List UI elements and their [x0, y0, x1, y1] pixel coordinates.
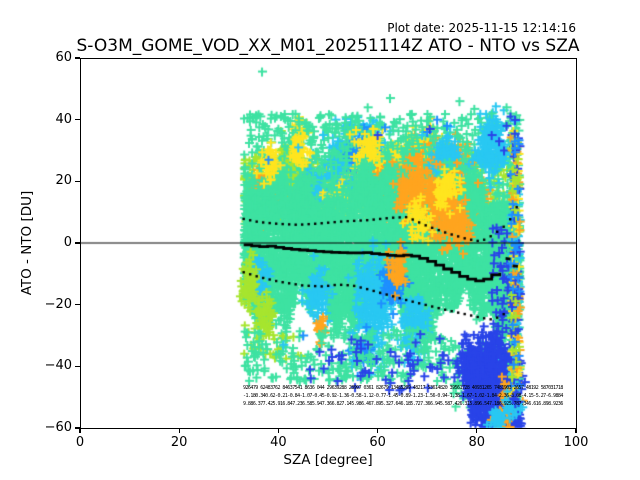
bin-statistics-row: 9.886.377.425.916.847.236.585.947.366.82…	[243, 401, 563, 407]
x-tick-mark	[575, 428, 577, 433]
y-tick-label: 40	[55, 111, 72, 127]
y-tick-mark	[75, 119, 80, 121]
x-tick-mark	[178, 428, 180, 433]
x-axis-label: SZA [degree]	[283, 452, 373, 468]
x-tick-label: 20	[170, 435, 188, 450]
y-tick-mark	[75, 242, 80, 244]
bin-statistics-row: 926479 62483762 84637541 8636 044 296392…	[243, 385, 563, 391]
y-tick-mark	[75, 304, 80, 306]
y-tick-label: −20	[44, 296, 72, 312]
y-tick-mark	[75, 180, 80, 182]
x-tick-mark	[476, 428, 478, 433]
y-tick-label: −40	[44, 358, 72, 374]
bin-statistics-row: -1.180.340.62-0.21-0.84-1.07-0.45-0.92-1…	[243, 393, 563, 399]
x-tick-label: 80	[468, 435, 486, 450]
chart-title: S-O3M_GOME_VOD_XX_M01_20251114Z ATO - NT…	[76, 36, 580, 56]
y-tick-label: 20	[55, 173, 72, 189]
y-tick-label: 0	[63, 235, 72, 250]
y-tick-mark	[75, 57, 80, 59]
x-tick-mark	[377, 428, 379, 433]
x-tick-label: 40	[270, 435, 287, 450]
y-axis-label: ATO - NTO [DU]	[19, 190, 35, 296]
x-tick-mark	[79, 428, 81, 433]
x-tick-label: 0	[75, 435, 85, 450]
x-tick-mark	[277, 428, 279, 433]
y-tick-label: −60	[44, 420, 72, 435]
x-tick-label: 100	[563, 435, 589, 450]
x-tick-label: 60	[369, 435, 386, 450]
plot-date: Plot date: 2025-11-15 12:14:16	[387, 21, 576, 35]
y-tick-mark	[75, 365, 80, 367]
y-tick-mark	[75, 427, 80, 429]
bin-statistics-text: 926479 62483762 84637541 8636 044 296392…	[243, 384, 563, 408]
y-tick-label: 60	[55, 50, 72, 65]
